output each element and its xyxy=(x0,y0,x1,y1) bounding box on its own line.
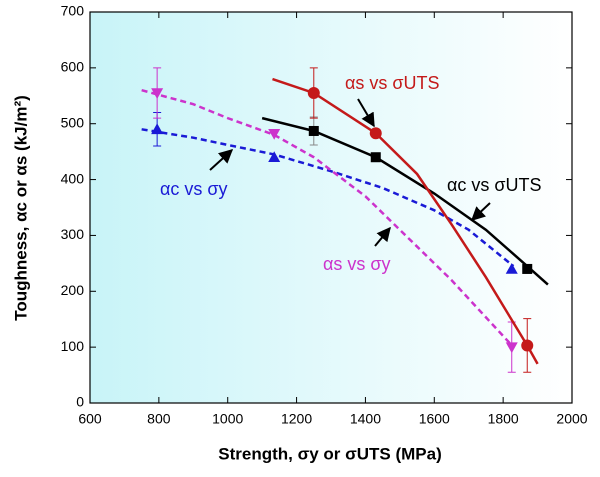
series-label: αs vs σUTS xyxy=(345,73,440,93)
annotation-arrow xyxy=(357,98,375,128)
fit-curve xyxy=(141,128,515,268)
x-tick-label: 1600 xyxy=(419,411,450,427)
point xyxy=(268,151,281,163)
y-tick-label: 500 xyxy=(61,114,85,130)
point xyxy=(521,339,534,352)
annotation-arrow xyxy=(470,202,491,221)
y-tick-label: 600 xyxy=(61,59,85,75)
y-tick-label: 300 xyxy=(61,226,85,242)
y-tick-label: 0 xyxy=(76,394,84,410)
point xyxy=(370,152,381,163)
series-label: αc vs σy xyxy=(160,179,228,199)
annotation-arrow xyxy=(209,149,234,171)
point xyxy=(151,88,164,99)
x-tick-label: 600 xyxy=(78,411,102,427)
x-tick-label: 1800 xyxy=(488,411,519,427)
fit-curve xyxy=(141,88,515,348)
y-tick-label: 400 xyxy=(61,170,85,186)
point xyxy=(505,262,518,274)
x-tick-label: 2000 xyxy=(556,411,587,427)
y-tick-label: 700 xyxy=(61,3,85,19)
annotation-arrow xyxy=(374,226,391,247)
x-axis-label: Strength, σy or σUTS (MPa) xyxy=(218,444,442,463)
point xyxy=(268,128,281,140)
point xyxy=(151,123,164,135)
y-axis-label: Toughness, αc or αs (kJ/m²) xyxy=(11,95,30,321)
plot-background xyxy=(90,12,572,403)
point xyxy=(369,127,382,140)
x-tick-label: 1200 xyxy=(281,411,312,427)
point xyxy=(308,125,319,136)
y-tick-label: 200 xyxy=(61,282,85,298)
point xyxy=(505,342,518,354)
x-tick-label: 800 xyxy=(147,411,171,427)
x-tick-label: 1400 xyxy=(350,411,381,427)
series-label: αc vs σUTS xyxy=(447,175,542,195)
fit-curve xyxy=(272,77,539,365)
series-label: αs vs σy xyxy=(323,254,391,274)
point xyxy=(307,86,320,99)
x-tick-label: 1000 xyxy=(212,411,243,427)
point xyxy=(522,263,533,274)
y-tick-label: 100 xyxy=(61,338,85,354)
plot-frame xyxy=(89,11,573,404)
